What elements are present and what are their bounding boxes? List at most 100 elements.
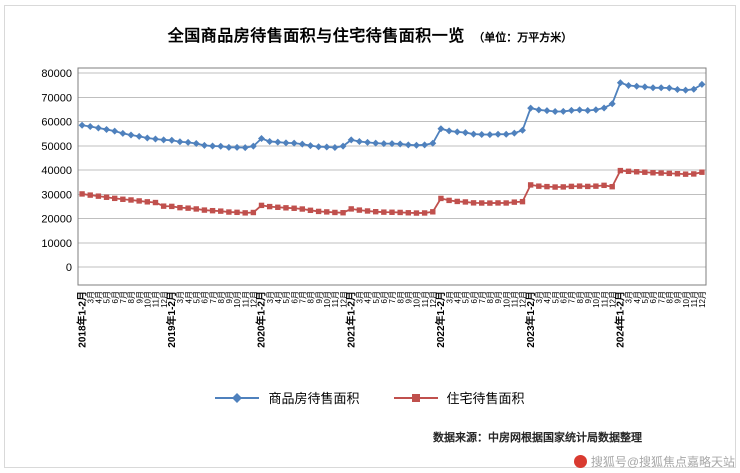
svg-text:12月: 12月 xyxy=(250,291,259,308)
svg-text:11月: 11月 xyxy=(421,291,430,307)
svg-text:3月: 3月 xyxy=(176,291,185,303)
svg-text:2024年1-2月: 2024年1-2月 xyxy=(614,291,627,348)
svg-text:40000: 40000 xyxy=(41,165,72,177)
svg-text:12月: 12月 xyxy=(429,291,438,308)
svg-text:2020年1-2月: 2020年1-2月 xyxy=(255,291,268,348)
svg-text:4月: 4月 xyxy=(184,291,193,303)
svg-text:4月: 4月 xyxy=(274,291,283,303)
sohu-logo-icon xyxy=(573,455,587,468)
svg-text:7月: 7月 xyxy=(388,291,397,303)
svg-text:11月: 11月 xyxy=(600,291,609,307)
svg-text:11月: 11月 xyxy=(690,291,699,307)
watermark: 搜狐号@搜狐焦点嘉略天站 xyxy=(573,453,735,470)
svg-text:9月: 9月 xyxy=(135,291,144,303)
svg-text:0: 0 xyxy=(66,262,72,274)
svg-text:8月: 8月 xyxy=(127,291,136,303)
svg-text:8月: 8月 xyxy=(665,291,674,303)
svg-text:7月: 7月 xyxy=(657,291,666,303)
svg-text:2022年1-2月: 2022年1-2月 xyxy=(434,291,447,348)
svg-text:5月: 5月 xyxy=(372,291,381,303)
svg-text:12月: 12月 xyxy=(519,291,528,308)
svg-text:7月: 7月 xyxy=(568,291,577,303)
svg-text:2021年1-2月: 2021年1-2月 xyxy=(344,291,357,348)
svg-text:3月: 3月 xyxy=(86,291,95,303)
svg-text:7月: 7月 xyxy=(119,291,128,303)
svg-text:11月: 11月 xyxy=(511,291,520,307)
svg-text:2023年1-2月: 2023年1-2月 xyxy=(524,291,537,348)
chart-legend: 商品房待售面积 住宅待售面积 xyxy=(0,388,740,407)
svg-text:8月: 8月 xyxy=(576,291,585,303)
chart-frame xyxy=(4,5,736,468)
svg-text:6月: 6月 xyxy=(470,291,479,303)
svg-text:9月: 9月 xyxy=(494,291,503,303)
svg-text:50000: 50000 xyxy=(41,141,72,153)
svg-text:4月: 4月 xyxy=(543,291,552,303)
legend-item-commodity-housing: 商品房待售面积 xyxy=(215,388,360,407)
svg-text:6月: 6月 xyxy=(111,291,120,303)
svg-text:10月: 10月 xyxy=(144,291,153,308)
svg-text:5月: 5月 xyxy=(192,291,201,303)
svg-text:12月: 12月 xyxy=(608,291,617,308)
svg-text:3月: 3月 xyxy=(535,291,544,303)
svg-text:8月: 8月 xyxy=(486,291,495,303)
legend-line-diamond-icon xyxy=(215,392,260,403)
svg-text:3月: 3月 xyxy=(266,291,275,303)
svg-text:11月: 11月 xyxy=(331,291,340,307)
data-source-note: 数据来源：中房网根据国家统计局数据整理 xyxy=(433,432,642,444)
svg-text:20000: 20000 xyxy=(41,214,72,226)
svg-text:12月: 12月 xyxy=(339,291,348,308)
svg-text:10月: 10月 xyxy=(502,291,511,308)
svg-text:11月: 11月 xyxy=(241,291,250,307)
svg-text:8月: 8月 xyxy=(307,291,316,303)
svg-text:3月: 3月 xyxy=(445,291,454,303)
svg-text:4月: 4月 xyxy=(633,291,642,303)
svg-text:3月: 3月 xyxy=(356,291,365,303)
chart-title-text: 全国商品房待售面积与住宅待售面积一览 xyxy=(167,28,465,45)
svg-text:6月: 6月 xyxy=(649,291,658,303)
svg-text:9月: 9月 xyxy=(674,291,683,303)
svg-text:5月: 5月 xyxy=(641,291,650,303)
legend-line-square-icon xyxy=(393,393,438,402)
svg-text:60000: 60000 xyxy=(41,117,72,129)
svg-text:6月: 6月 xyxy=(201,291,210,303)
svg-text:5月: 5月 xyxy=(551,291,560,303)
chart-title: 全国商品房待售面积与住宅待售面积一览 （单位：万平方米） xyxy=(0,22,740,46)
legend-label-residential: 住宅待售面积 xyxy=(446,391,525,406)
svg-text:8月: 8月 xyxy=(396,291,405,303)
svg-text:10月: 10月 xyxy=(413,291,422,308)
svg-text:2019年1-2月: 2019年1-2月 xyxy=(165,291,178,348)
svg-text:6月: 6月 xyxy=(559,291,568,303)
svg-text:10月: 10月 xyxy=(682,291,691,308)
legend-label-commodity-housing: 商品房待售面积 xyxy=(268,391,360,406)
legend-item-residential: 住宅待售面积 xyxy=(393,388,525,407)
svg-text:8月: 8月 xyxy=(217,291,226,303)
svg-text:12月: 12月 xyxy=(160,291,169,308)
svg-text:30000: 30000 xyxy=(41,189,72,201)
svg-text:5月: 5月 xyxy=(103,291,112,303)
svg-text:6月: 6月 xyxy=(380,291,389,303)
svg-text:11月: 11月 xyxy=(152,291,161,307)
svg-text:4月: 4月 xyxy=(364,291,373,303)
svg-text:70000: 70000 xyxy=(41,92,72,104)
watermark-text: 搜狐号@搜狐焦点嘉略天站 xyxy=(590,455,735,469)
svg-text:5月: 5月 xyxy=(282,291,291,303)
svg-text:6月: 6月 xyxy=(290,291,299,303)
svg-text:10月: 10月 xyxy=(323,291,332,308)
svg-text:9月: 9月 xyxy=(225,291,234,303)
svg-text:4月: 4月 xyxy=(453,291,462,303)
svg-text:10月: 10月 xyxy=(592,291,601,308)
svg-text:10000: 10000 xyxy=(41,238,72,250)
svg-text:7月: 7月 xyxy=(209,291,218,303)
svg-text:3月: 3月 xyxy=(625,291,634,303)
svg-text:9月: 9月 xyxy=(315,291,324,303)
svg-text:12月: 12月 xyxy=(698,291,707,308)
svg-text:80000: 80000 xyxy=(41,68,72,80)
svg-text:5月: 5月 xyxy=(462,291,471,303)
svg-text:10月: 10月 xyxy=(233,291,242,308)
svg-text:2018年1-2月: 2018年1-2月 xyxy=(75,291,88,348)
svg-text:7月: 7月 xyxy=(298,291,307,303)
svg-text:7月: 7月 xyxy=(478,291,487,303)
svg-text:4月: 4月 xyxy=(95,291,104,303)
svg-text:9月: 9月 xyxy=(584,291,593,303)
